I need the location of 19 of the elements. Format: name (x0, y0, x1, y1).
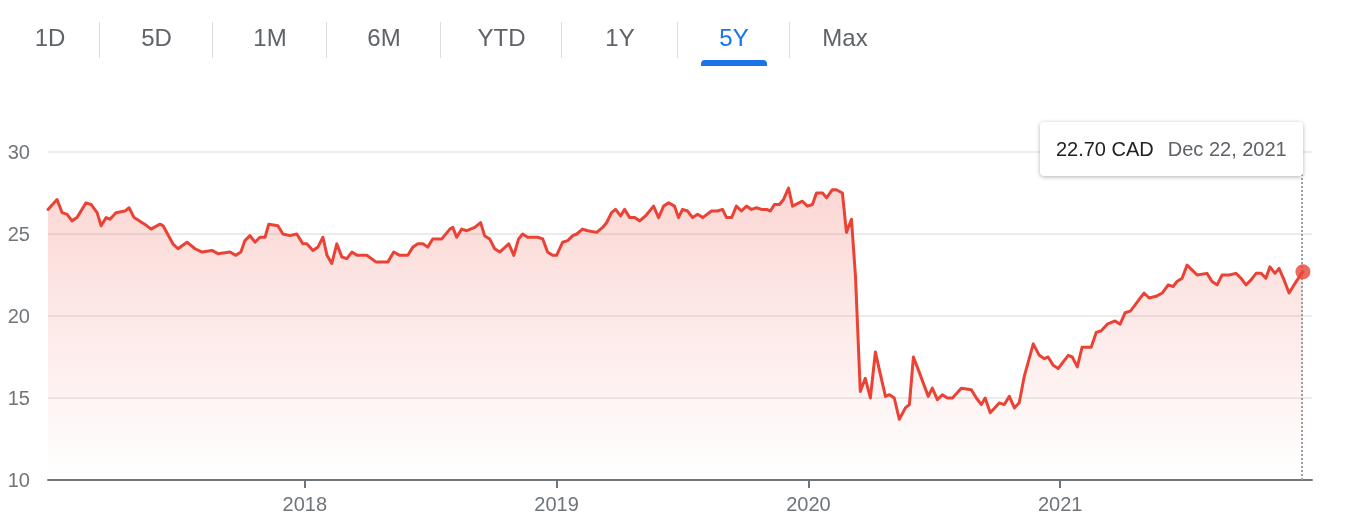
y-tick-label: 15 (7, 387, 30, 409)
text: 5D (140, 23, 173, 53)
text: 5Y (718, 23, 750, 53)
text: Max (821, 23, 869, 53)
y-tick-label: 20 (7, 305, 30, 327)
y-tick-label: 30 (7, 141, 30, 163)
x-tick-label: 2019 (534, 493, 579, 515)
text: 1Y (604, 23, 636, 53)
text: 6M (366, 23, 402, 53)
x-tick-label: 2020 (786, 493, 831, 515)
text: 1M (252, 23, 288, 53)
annotation: Dec 22, 2021 (1167, 138, 1287, 160)
x-tick-label: 2018 (282, 493, 328, 515)
y-tick-label: 25 (7, 223, 30, 245)
y-tick-label: 10 (7, 469, 30, 491)
annotation: 22.70 CAD (1055, 138, 1154, 160)
text: YTD (476, 23, 527, 53)
text: 1D (33, 23, 67, 53)
x-tick-label: 2021 (1037, 493, 1083, 515)
